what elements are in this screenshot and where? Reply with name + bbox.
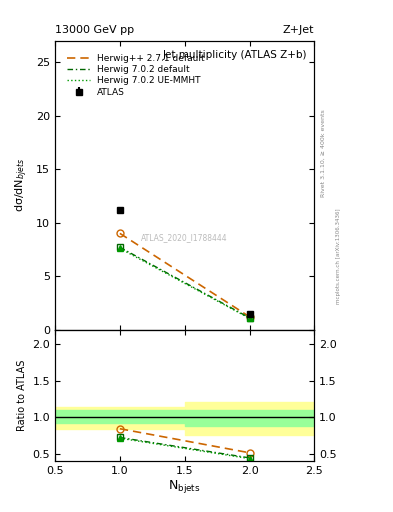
Herwig++ 2.7.1 default — [118, 230, 122, 237]
Text: mcplots.cern.ch [arXiv:1306.3436]: mcplots.cern.ch [arXiv:1306.3436] — [336, 208, 341, 304]
Line: Herwig 7.0.2 default: Herwig 7.0.2 default — [120, 247, 250, 318]
Text: Jet multiplicity (ATLAS Z+b): Jet multiplicity (ATLAS Z+b) — [162, 50, 307, 59]
Line: Herwig 7.0.2 UE-MMHT: Herwig 7.0.2 UE-MMHT — [120, 248, 250, 318]
Y-axis label: Ratio to ATLAS: Ratio to ATLAS — [17, 359, 27, 431]
Text: 13000 GeV pp: 13000 GeV pp — [55, 25, 134, 35]
Herwig 7.0.2 UE-MMHT — [247, 315, 252, 322]
Legend: Herwig++ 2.7.1 default, Herwig 7.0.2 default, Herwig 7.0.2 UE-MMHT, ATLAS: Herwig++ 2.7.1 default, Herwig 7.0.2 def… — [65, 51, 208, 99]
Line: Herwig++ 2.7.1 default: Herwig++ 2.7.1 default — [120, 233, 250, 317]
Herwig 7.0.2 default — [247, 315, 252, 321]
Text: ATLAS_2020_I1788444: ATLAS_2020_I1788444 — [141, 233, 228, 242]
Herwig++ 2.7.1 default — [247, 314, 252, 320]
Herwig 7.0.2 UE-MMHT — [118, 245, 122, 251]
Text: Rivet 3.1.10, ≥ 400k events: Rivet 3.1.10, ≥ 400k events — [320, 110, 325, 198]
Text: Z+Jet: Z+Jet — [283, 25, 314, 35]
Y-axis label: dσ/dN$_{bjets}$: dσ/dN$_{bjets}$ — [14, 158, 31, 212]
X-axis label: N$_{\sf bjets}$: N$_{\sf bjets}$ — [169, 478, 201, 496]
Herwig 7.0.2 default — [118, 244, 122, 250]
